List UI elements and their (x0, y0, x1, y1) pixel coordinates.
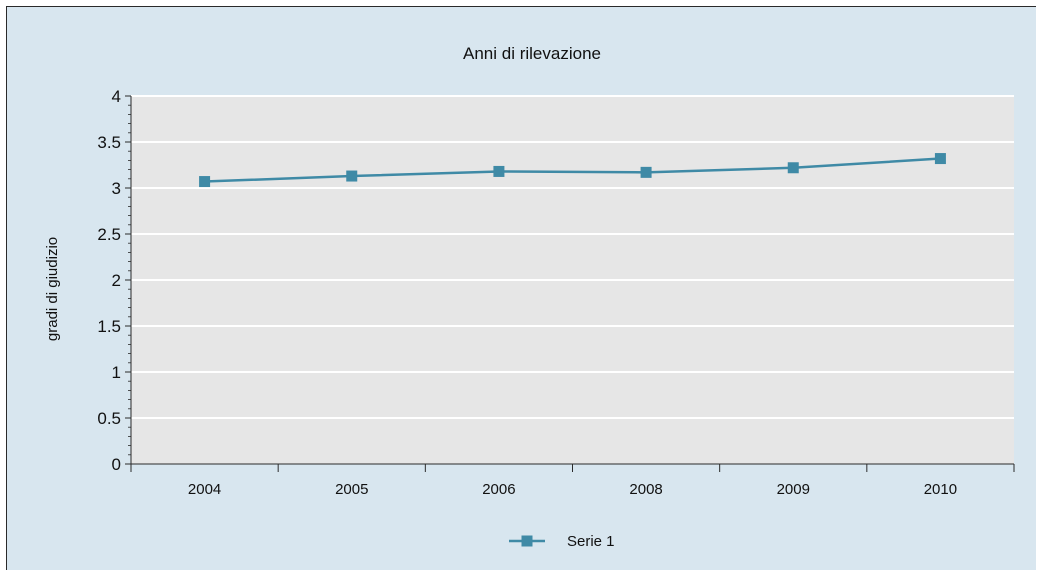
x-tick-label: 2010 (924, 481, 957, 498)
legend: Serie 1 (509, 533, 615, 550)
data-point (934, 153, 946, 165)
y-tick-label: 1 (112, 363, 121, 382)
x-tick-label: 2006 (482, 481, 515, 498)
x-tick-label: 2009 (777, 481, 810, 498)
x-tick-label: 2008 (629, 481, 662, 498)
y-tick-label: 1.5 (97, 317, 121, 336)
legend-marker-serie-1 (521, 535, 533, 547)
y-tick-label: 3 (112, 179, 121, 198)
x-tick-label: 2004 (188, 481, 221, 498)
data-point (199, 176, 211, 188)
series-layer (199, 153, 946, 188)
y-axis-label: gradi di giudizio (44, 237, 61, 341)
gridlines (131, 95, 1014, 419)
data-point (640, 166, 652, 178)
data-point (493, 165, 505, 177)
x-tick-label: 2005 (335, 481, 368, 498)
legend-label-serie-1: Serie 1 (567, 533, 615, 550)
y-tick-label: 2.5 (97, 225, 121, 244)
chart-title: Anni di rilevazione (463, 44, 601, 63)
line-chart: Anni di rilevazione gradi di giudizio 00… (44, 44, 1015, 550)
y-tick-label: 4 (112, 87, 121, 106)
y-tick-label: 3.5 (97, 133, 121, 152)
data-point (346, 170, 358, 182)
axes: 0 0.5 1 1.5 2 2.5 3 3.5 4 2004 2005 2006 2008 2009 201… (97, 87, 1015, 498)
series-line (204, 157, 941, 183)
data-point (787, 162, 799, 174)
y-tick-label: 0.5 (97, 409, 121, 428)
y-tick-label: 0 (112, 455, 121, 474)
y-tick-label: 2 (112, 271, 121, 290)
